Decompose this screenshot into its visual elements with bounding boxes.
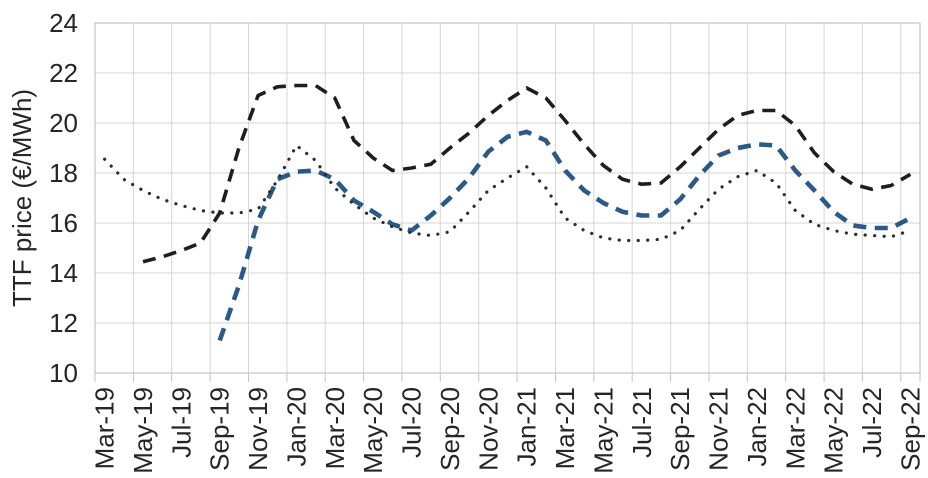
vertical-gridlines — [94, 23, 921, 382]
x-tick-label: May-20 — [358, 387, 388, 474]
series-lines — [103, 83, 912, 342]
x-tick-label: Nov-20 — [473, 387, 503, 471]
x-tick-label: Jul-20 — [397, 387, 427, 458]
x-tick-label: Mar-21 — [550, 387, 580, 469]
series-upper-black-dashed — [142, 83, 912, 264]
x-tick-label: Nov-21 — [704, 387, 734, 471]
x-tick-label: Jul-21 — [627, 387, 657, 458]
x-tick-label: Mar-19 — [90, 387, 120, 469]
x-tick-label: Sep-21 — [665, 387, 695, 471]
x-tick-label: Nov-19 — [243, 387, 273, 471]
plot-border — [94, 22, 921, 374]
x-tick-label: Jul-22 — [857, 387, 887, 458]
x-tick-label: Jan-22 — [742, 387, 772, 467]
y-tick-label: 12 — [49, 308, 78, 338]
y-tick-label: 16 — [49, 208, 78, 238]
x-tick-label: Sep-22 — [895, 387, 925, 471]
x-tick-label: May-19 — [128, 387, 158, 474]
y-tick-label: 14 — [49, 258, 78, 288]
x-tick-label: Jan-20 — [282, 387, 312, 467]
x-tick-label: Jul-19 — [166, 387, 196, 458]
x-tick-label: Sep-19 — [205, 387, 235, 471]
x-tick-label: Jan-21 — [512, 387, 542, 467]
x-tick-label: Mar-20 — [320, 387, 350, 469]
series-middle-blue-dashed — [217, 129, 912, 342]
horizontal-gridlines — [95, 22, 920, 374]
x-tick-label: Sep-20 — [435, 387, 465, 471]
x-tick-label: May-21 — [588, 387, 618, 474]
y-tick-label: 20 — [49, 108, 78, 138]
y-axis-title: TTF price (€/MWh) — [7, 89, 37, 307]
x-axis-labels: Mar-19 May-19 Jul-19 Sep-19 Nov-19 Jan-20 Mar-… — [90, 387, 926, 474]
y-tick-label: 24 — [49, 8, 78, 38]
y-tick-label: 22 — [49, 58, 78, 88]
y-axis-labels: 10 12 14 16 18 20 22 24 — [49, 8, 78, 388]
x-tick-label: Mar-22 — [780, 387, 810, 469]
y-tick-label: 10 — [49, 358, 78, 388]
y-tick-label: 18 — [49, 158, 78, 188]
x-tick-label: May-22 — [819, 387, 849, 474]
